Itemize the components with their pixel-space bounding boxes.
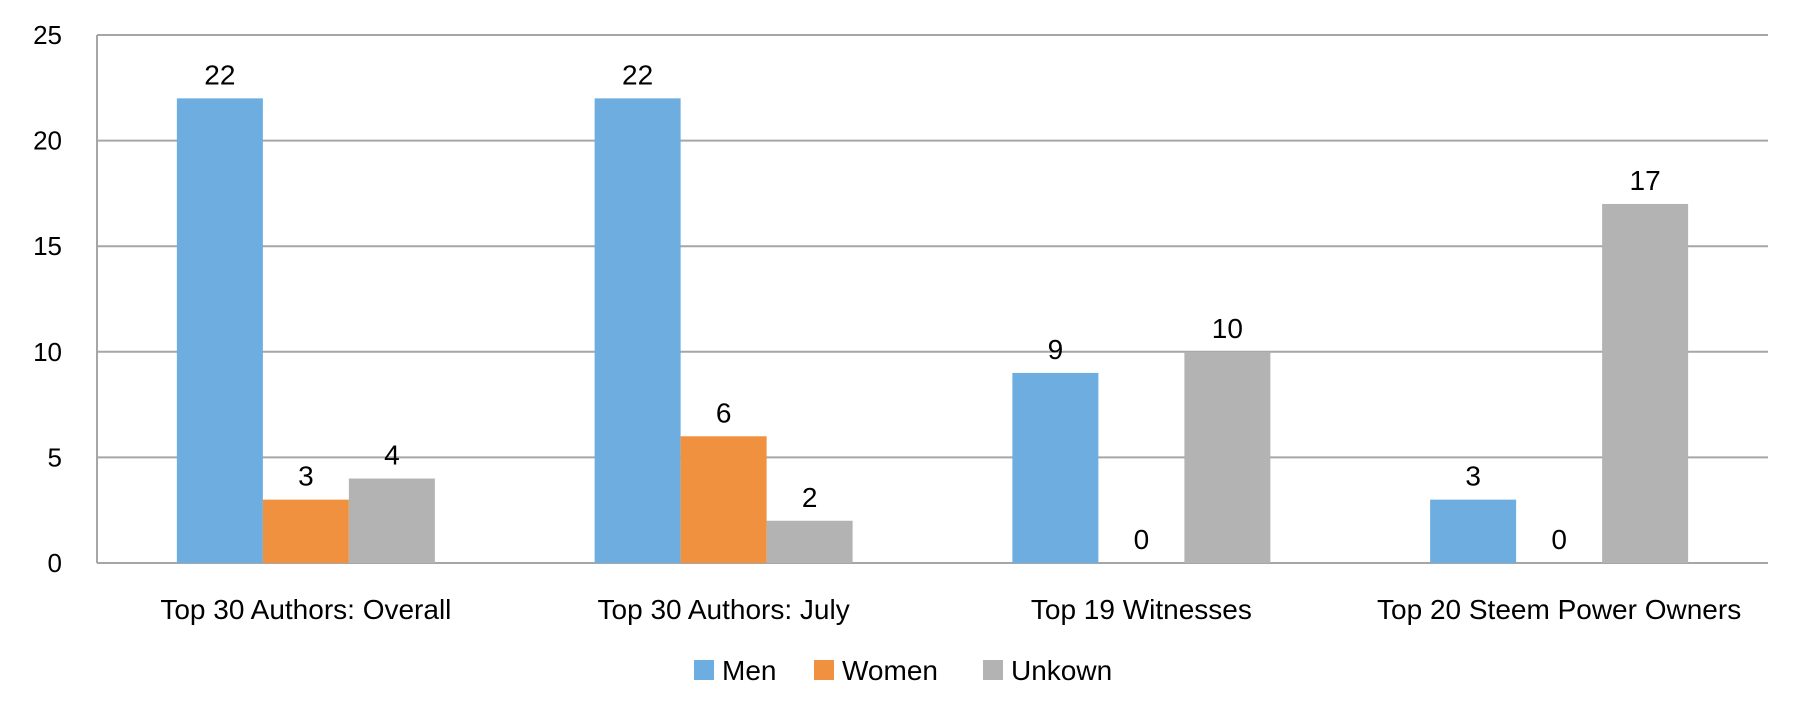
gridlines <box>96 34 1768 564</box>
bar-men-2 <box>1012 372 1099 563</box>
bar-women-0 <box>262 499 349 563</box>
bars <box>176 98 1689 564</box>
category-label: Top 19 Witnesses <box>1031 594 1252 625</box>
data-labels: 22 3 4 22 6 2 9 0 10 3 0 17 <box>204 59 1660 555</box>
category-label: Top 30 Authors: Overall <box>160 594 451 625</box>
data-label: 0 <box>1551 524 1567 555</box>
legend-swatch-women <box>814 660 834 680</box>
y-tick-label: 25 <box>33 20 62 50</box>
bar-unkown-1 <box>766 520 853 563</box>
category-label: Top 30 Authors: July <box>598 594 850 625</box>
y-tick-label: 5 <box>48 442 62 472</box>
data-label: 3 <box>298 461 314 492</box>
x-axis-category-labels: Top 30 Authors: Overall Top 30 Authors: J… <box>160 594 1741 625</box>
data-label: 6 <box>716 397 732 428</box>
bar-unkown-2 <box>1184 351 1271 563</box>
legend-swatch-unkown <box>983 660 1003 680</box>
bar-women-1 <box>680 436 767 563</box>
y-tick-label: 15 <box>33 231 62 261</box>
legend: Men Women Unkown <box>694 655 1112 686</box>
y-tick-label: 0 <box>48 548 62 578</box>
data-label: 22 <box>204 59 235 90</box>
bar-unkown-3 <box>1602 203 1689 563</box>
bar-men-0 <box>176 98 263 564</box>
legend-label-men: Men <box>722 655 776 686</box>
bar-men-3 <box>1430 499 1517 563</box>
data-label: 10 <box>1212 313 1243 344</box>
y-axis-tick-labels: 0 5 10 15 20 25 <box>33 20 62 578</box>
legend-swatch-men <box>694 660 714 680</box>
legend-label-women: Women <box>842 655 938 686</box>
data-label: 3 <box>1465 461 1481 492</box>
data-label: 4 <box>384 440 400 471</box>
category-label: Top 20 Steem Power Owners <box>1377 594 1741 625</box>
bar-men-1 <box>594 98 681 564</box>
data-label: 22 <box>622 59 653 90</box>
y-tick-label: 10 <box>33 337 62 367</box>
legend-label-unkown: Unkown <box>1011 655 1112 686</box>
data-label: 17 <box>1630 165 1661 196</box>
bar-unkown-0 <box>348 478 435 563</box>
y-tick-label: 20 <box>33 126 62 156</box>
data-label: 2 <box>802 482 818 513</box>
data-label: 9 <box>1048 334 1064 365</box>
data-label: 0 <box>1134 524 1150 555</box>
